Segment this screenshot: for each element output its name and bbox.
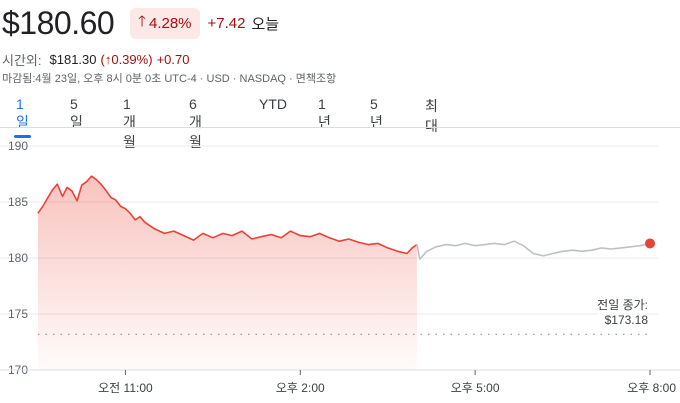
x-tick-label: 오전 11:00 [98,381,153,395]
regular-session-line [37,175,418,255]
after-hours-price: $181.30 [49,52,97,67]
x-tick-label: 오후 8:00 [627,381,676,395]
tab-5d[interactable]: 5일 [70,96,83,130]
y-tick-label: 180 [8,251,28,265]
tab-1d[interactable]: 1일 [14,96,31,138]
arrow-up-icon: 🡑 [138,12,146,30]
arrow-up-icon: ↑ [104,52,112,67]
change-percent-badge: 🡑 4.28% [130,7,200,39]
after-hours-percent: (↑0.39%) [100,52,153,67]
tab-5y[interactable]: 5년 [370,96,383,130]
current-price: $180.60 [2,5,115,41]
regular-session-area [38,176,417,370]
after-hours-line [416,240,651,260]
after-hours-row: 시간외: $181.30 (↑0.39%) +0.70 [2,50,189,69]
y-tick-label: 185 [8,195,28,209]
tab-1y[interactable]: 1년 [318,96,331,130]
x-tick-label: 오후 5:00 [451,381,500,395]
y-tick-label: 175 [8,307,28,321]
after-hours-label: 시간외: [2,53,42,68]
y-tick-label: 190 [8,139,28,153]
previous-close-label: 전일 종가: $173.18 [597,298,648,328]
header-divider [0,127,680,128]
tab-max[interactable]: 최대 [425,98,438,134]
previous-close-title: 전일 종가: [597,298,648,312]
x-tick-label: 오후 2:00 [276,381,325,395]
after-hours-change: +0.70 [156,52,190,67]
today-label: 오늘 [251,15,280,33]
tab-ytd[interactable]: YTD [259,96,287,112]
change-percent: 4.28% [148,14,192,32]
current-price-dot [645,238,655,249]
previous-close-value: $173.18 [604,313,648,327]
price-header: $180.60 🡑 4.28% +7.42 오늘 [2,4,279,42]
change-amount: +7.42 [207,14,246,32]
market-meta: 마감됨:4월 23일, 오후 8시 0분 0초 UTC-4 · USD · NA… [2,73,337,85]
